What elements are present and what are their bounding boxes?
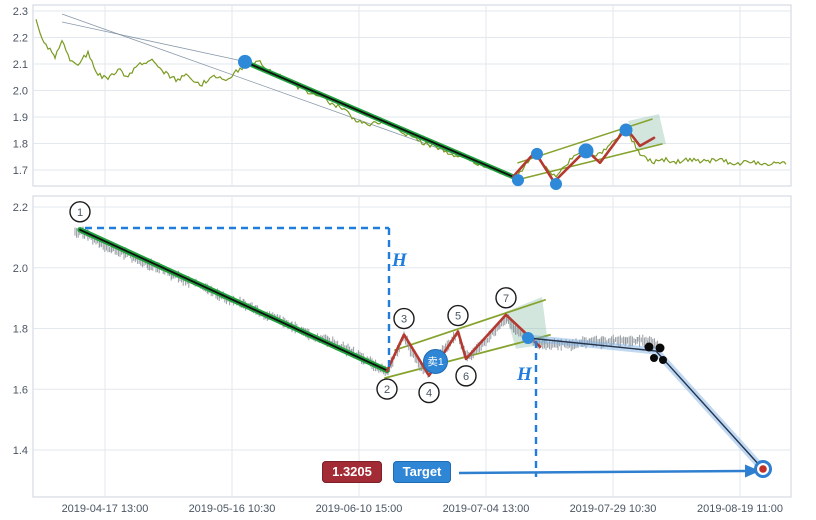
x-axis-label: 2019-08-19 11:00 [697, 503, 783, 515]
y-axis-tick-label: 2.0 [13, 86, 28, 98]
y-axis-tick-label: 2.3 [13, 6, 28, 18]
y-axis-tick-label: 1.9 [13, 112, 28, 124]
top-main-trendline [244, 60, 515, 179]
wave-point-circle-1 [69, 201, 91, 223]
y-axis-tick-label: 2.1 [13, 59, 28, 71]
top-wedge-trendline [61, 21, 248, 63]
y-axis-tick-label: 1.8 [13, 324, 28, 336]
x-axis-label: 2019-07-04 13:00 [443, 503, 530, 515]
wave-point-number-5: 5 [455, 311, 461, 323]
projection-line [527, 337, 762, 468]
cluster-dot [659, 356, 667, 364]
pivot-dot [578, 143, 594, 159]
y-axis-tick-label: 1.8 [13, 139, 28, 151]
wave-point-circle-3 [393, 307, 415, 330]
sell-signal-badge[interactable]: 卖1 [423, 349, 448, 374]
y-axis-tick-label: 1.7 [13, 165, 28, 177]
cluster-dot [650, 354, 658, 362]
wave-point-circle-4 [418, 381, 440, 404]
pivot-dot [550, 178, 562, 191]
target-label-badge[interactable]: Target [393, 461, 451, 483]
y-axis-tick-label: 1.4 [13, 445, 28, 457]
x-axis-label: 2019-04-17 13:00 [62, 503, 149, 515]
h-measure-label-2: H [517, 364, 532, 385]
cluster-dot [644, 342, 654, 352]
wave-point-circle-2 [376, 378, 398, 400]
wave-point-number-1: 1 [77, 207, 83, 219]
top-channel-lower-line [512, 143, 663, 182]
y-axis-tick-label: 1.6 [13, 384, 28, 396]
wave-point-number-3: 3 [401, 314, 407, 326]
target-arrow-head [745, 464, 760, 478]
target-marker-inner-dot [759, 465, 767, 473]
wave-point-number-6: 6 [463, 371, 469, 383]
y-axis-tick-label: 2.2 [13, 33, 28, 45]
wave-point-circle-7 [495, 287, 517, 309]
pivot-dot [238, 54, 252, 69]
top-wedge-trendline [61, 13, 517, 177]
target-arrow-line [458, 469, 746, 475]
wave-point-number-7: 7 [503, 293, 509, 305]
x-axis-label: 2019-07-29 10:30 [570, 503, 657, 515]
y-axis-tick-label: 2.2 [13, 202, 28, 214]
target-price-badge[interactable]: 1.3205 [322, 461, 382, 483]
pivot-dot [619, 123, 633, 137]
pivot-dot [512, 174, 524, 187]
wave-point-circle-5 [447, 304, 469, 327]
wave-point-circle-6 [455, 365, 477, 387]
pivot-dot [522, 332, 534, 344]
top-panel-frame [32, 4, 792, 187]
wave-point-number-4: 4 [426, 388, 432, 400]
x-axis-label: 2019-06-10 15:00 [316, 503, 403, 515]
pattern-shade-region [628, 114, 666, 150]
pivot-dot [531, 147, 543, 160]
cluster-dot [655, 343, 665, 353]
bottom-channel-upper-line [394, 299, 546, 351]
y-axis-tick-label: 2.0 [13, 263, 28, 275]
bottom-zigzag-wave [385, 313, 542, 377]
h-measure-label-1: H [392, 250, 407, 271]
wave-point-number-2: 2 [384, 384, 390, 396]
bottom-main-trendline [79, 228, 388, 372]
x-axis-label: 2019-05-16 10:30 [189, 503, 276, 515]
